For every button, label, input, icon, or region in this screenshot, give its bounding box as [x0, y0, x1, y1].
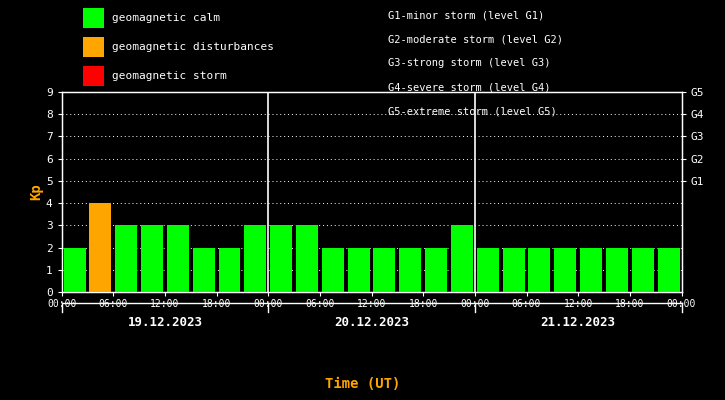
Bar — [425, 248, 447, 292]
Text: geomagnetic calm: geomagnetic calm — [112, 13, 220, 23]
Bar — [89, 203, 112, 292]
Bar — [580, 248, 602, 292]
Bar — [193, 248, 215, 292]
Text: G2-moderate storm (level G2): G2-moderate storm (level G2) — [388, 34, 563, 44]
Bar — [631, 248, 654, 292]
Text: 19.12.2023: 19.12.2023 — [128, 316, 202, 329]
Bar — [244, 225, 266, 292]
Text: geomagnetic disturbances: geomagnetic disturbances — [112, 42, 274, 52]
Bar — [399, 248, 421, 292]
Bar — [348, 248, 370, 292]
Bar — [115, 225, 137, 292]
Text: G4-severe storm (level G4): G4-severe storm (level G4) — [388, 82, 550, 92]
Bar — [606, 248, 628, 292]
Text: geomagnetic storm: geomagnetic storm — [112, 70, 227, 81]
Bar — [529, 248, 550, 292]
Bar — [270, 225, 292, 292]
Text: G5-extreme storm (level G5): G5-extreme storm (level G5) — [388, 106, 557, 116]
Text: G3-strong storm (level G3): G3-strong storm (level G3) — [388, 58, 550, 68]
Y-axis label: Kp: Kp — [29, 184, 43, 200]
Bar — [555, 248, 576, 292]
Text: 20.12.2023: 20.12.2023 — [334, 316, 409, 329]
Bar — [218, 248, 241, 292]
Text: Time (UT): Time (UT) — [325, 377, 400, 391]
Bar — [477, 248, 499, 292]
Bar — [373, 248, 395, 292]
Bar — [322, 248, 344, 292]
Bar — [167, 225, 188, 292]
Bar — [296, 225, 318, 292]
Bar — [658, 248, 679, 292]
Bar — [64, 248, 86, 292]
Text: G1-minor storm (level G1): G1-minor storm (level G1) — [388, 10, 544, 20]
Text: 21.12.2023: 21.12.2023 — [541, 316, 616, 329]
Bar — [451, 225, 473, 292]
Bar — [141, 225, 163, 292]
Bar — [502, 248, 525, 292]
